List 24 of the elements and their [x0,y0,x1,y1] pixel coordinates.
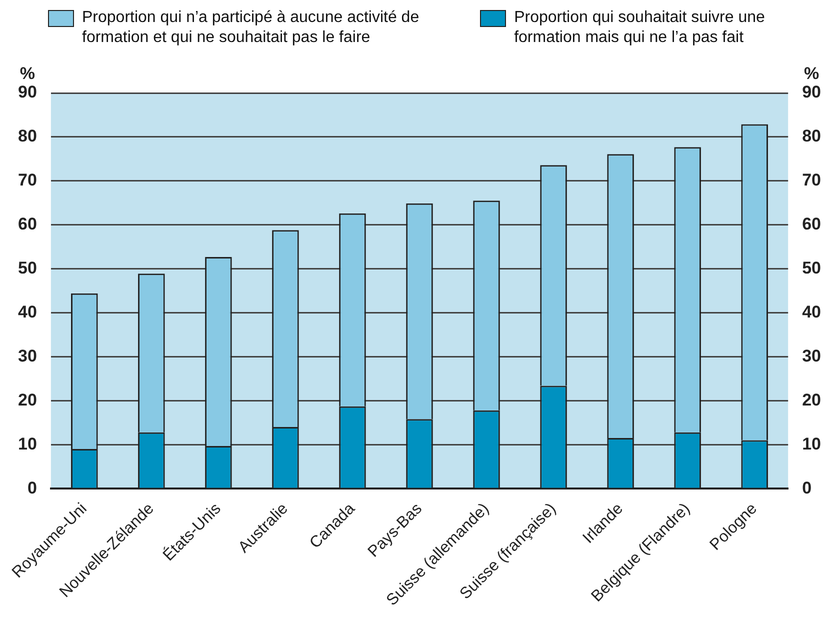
y-axis-title: % [20,64,36,83]
y2-tick-label: 0 [802,478,812,498]
y-tick-label: 30 [18,346,37,366]
y-tick-label: 0 [27,478,37,498]
y2-tick-label: 20 [802,390,822,410]
y2-tick-label: 50 [802,258,822,278]
legend-label: Proportion qui souhaitait suivre une formation mais qui ne l’a pas fait [514,8,766,48]
legend-label: Proportion qui n’a participé à aucune activité de formation et qui ne souhaitait pas le faire [82,8,420,48]
y2-tick-label: 40 [802,302,822,322]
y2-axis-title: % [804,64,820,83]
y-tick-label: 90 [18,82,37,102]
y2-tick-label: 30 [802,346,822,366]
y2-tick-label: 60 [802,214,822,234]
y2-tick-label: 80 [802,126,822,146]
y2-tick-label: 70 [802,170,822,190]
y-tick-label: 70 [18,170,37,190]
y-tick-label: 20 [18,390,37,410]
y-tick-label: 60 [18,214,37,234]
y-tick-label: 80 [18,126,37,146]
y2-tick-label: 10 [802,434,822,454]
y2-tick-label: 90 [802,82,822,102]
y-tick-label: 40 [18,302,37,322]
y-tick-label: 50 [18,258,37,278]
y-tick-label: 10 [18,434,37,454]
